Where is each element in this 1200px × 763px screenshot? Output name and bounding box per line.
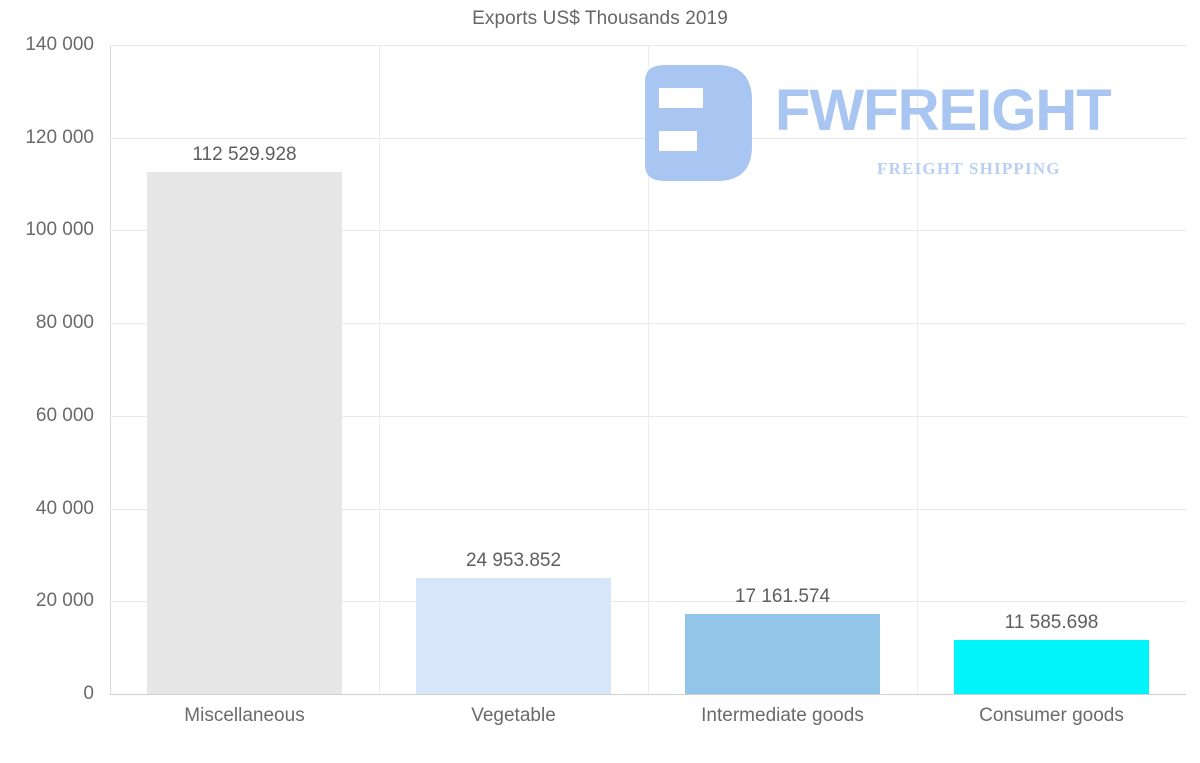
x-axis-category-label: Consumer goods: [979, 705, 1124, 726]
y-axis-tick-label: 140 000: [25, 34, 94, 55]
category-separator-gridline: [379, 45, 380, 694]
y-axis-tick-label: 80 000: [35, 312, 94, 334]
bar[interactable]: [954, 640, 1149, 694]
y-axis-tick-label: 100 000: [25, 219, 94, 241]
category-separator-gridline: [917, 45, 918, 694]
bar-value-label: 11 585.698: [1004, 612, 1099, 634]
category-separator-gridline: [648, 45, 649, 694]
x-axis-category-label: Vegetable: [471, 705, 556, 726]
y-axis-tick-label: 60 000: [35, 404, 94, 426]
bar[interactable]: [685, 614, 880, 694]
y-axis-line: [110, 45, 111, 695]
y-axis-tick-label: 120 000: [25, 126, 94, 148]
x-axis-category-label: Miscellaneous: [184, 705, 305, 726]
bar-value-label: 24 953.852: [465, 550, 562, 572]
plot-area: 112 529.928 24 953.852 17 161.574 11 585.69…: [110, 45, 1186, 695]
y-axis-tick-label: 20 000: [35, 590, 94, 612]
gridline: [110, 694, 1186, 695]
bar-value-label: 17 161.574: [734, 586, 831, 608]
bar-value-label: 112 529.928: [192, 144, 297, 166]
y-axis-tick-label: 40 000: [35, 497, 94, 519]
bar[interactable]: [416, 578, 611, 694]
y-axis-tick-label: 0: [83, 683, 94, 704]
x-axis-category-label: Intermediate goods: [701, 705, 864, 726]
bar[interactable]: [147, 172, 342, 694]
chart-title: Exports US$ Thousands 2019: [472, 8, 728, 29]
